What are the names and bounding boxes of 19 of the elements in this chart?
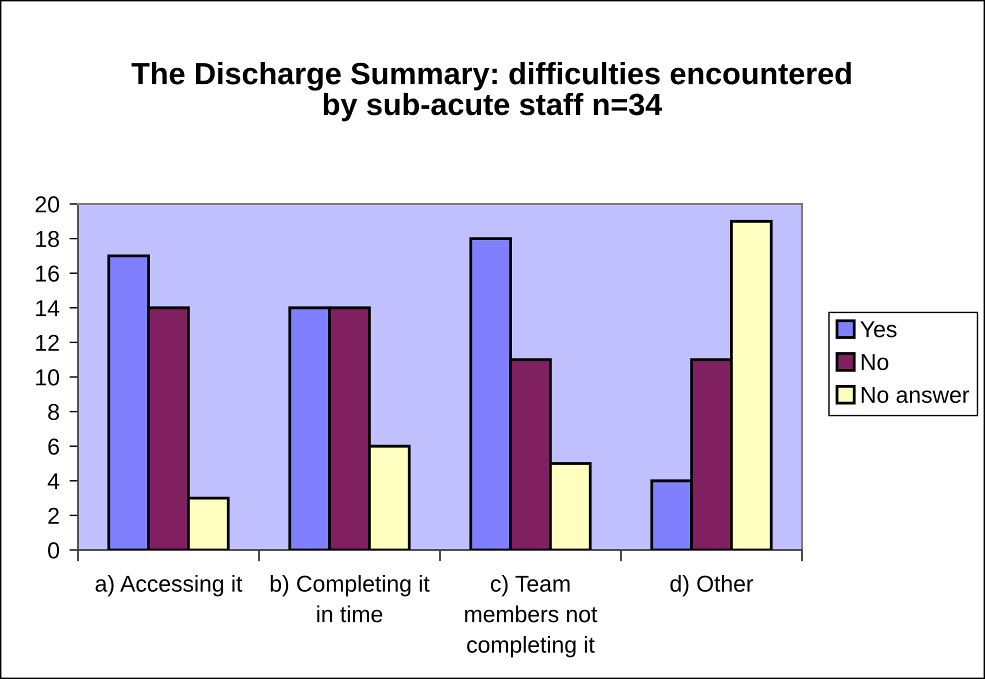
y-tick-label: 18	[36, 230, 59, 248]
y-tick-label: 2	[48, 508, 59, 524]
x-tick-label: d) Other	[670, 575, 754, 596]
x-tick-label: b) Completing it in time	[270, 575, 430, 622]
chart-title: The Discharge Summary: difficulties encountered by sub-acute staff n=34	[132, 62, 851, 122]
y-tick-label: 14	[36, 300, 60, 316]
y-tick-label: 6	[48, 438, 59, 455]
legend-label: Yes	[860, 321, 897, 338]
x-tick-label: a) Accessing it	[96, 575, 242, 596]
y-tick-label: 16	[36, 266, 59, 282]
y-tick-label: 0	[48, 542, 60, 559]
y-tick-label: 12	[36, 334, 59, 351]
legend-label: No	[862, 354, 888, 370]
y-tick-label: 4	[48, 473, 60, 490]
y-tick-label: 20	[36, 196, 60, 213]
legend-label: No answer	[862, 386, 970, 403]
y-tick-label: 8	[48, 404, 59, 420]
y-tick-label: 10	[36, 369, 60, 386]
x-tick-label: c) Team members not completing it	[465, 575, 598, 658]
